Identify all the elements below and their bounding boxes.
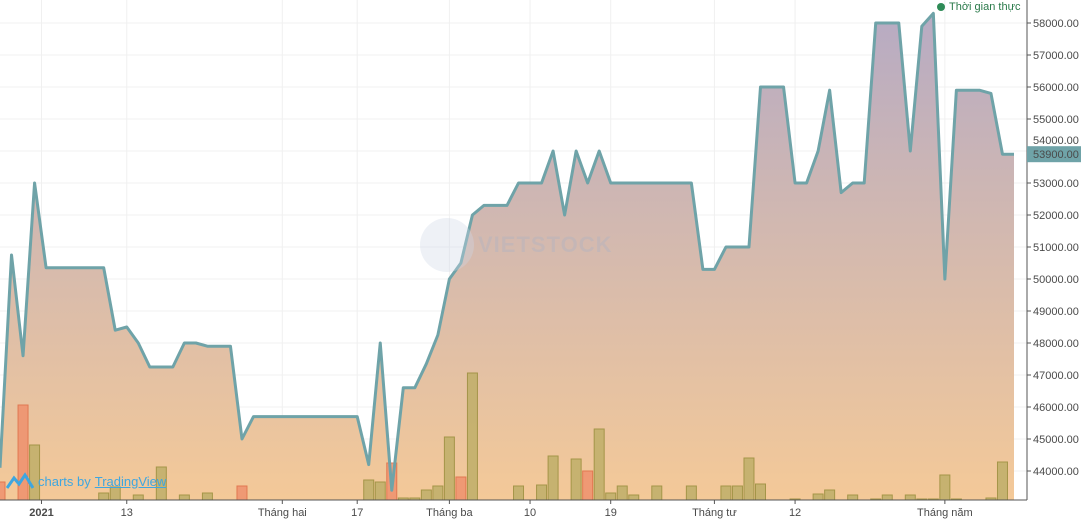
watermark-text: VIETSTOCK xyxy=(478,232,613,257)
time-tick-label: 2021 xyxy=(29,507,53,519)
last-price-label: 53900.00 xyxy=(1033,149,1079,161)
time-tick-label: Tháng năm xyxy=(917,507,973,519)
price-tick-label: 52000.00 xyxy=(1033,210,1079,222)
price-tick-label: 47000.00 xyxy=(1033,370,1079,382)
time-tick-label: 17 xyxy=(351,507,363,519)
volume-bar-up xyxy=(374,481,386,501)
volume-bar-up xyxy=(904,494,916,501)
volume-bar-up xyxy=(720,485,732,501)
volume-bar-up xyxy=(755,483,766,501)
vietstock-watermark: VIETSTOCK xyxy=(420,218,613,272)
volume-bar-up xyxy=(466,372,478,501)
volume-bar-up xyxy=(432,485,444,501)
price-axis-bg xyxy=(1027,0,1081,520)
time-tick-label: Tháng tư xyxy=(692,507,737,519)
price-tick-label: 50000.00 xyxy=(1033,274,1079,286)
credit-prefix: charts by xyxy=(38,473,91,489)
tradingview-credit[interactable]: charts by TradingView xyxy=(6,472,166,490)
volume-bar-down xyxy=(0,481,6,501)
volume-bar-up xyxy=(570,458,582,501)
volume-bar-up xyxy=(536,484,548,501)
time-tick-label: 19 xyxy=(605,507,617,519)
volume-bar-up xyxy=(685,485,697,501)
tradingview-link[interactable]: TradingView xyxy=(94,473,167,489)
tradingview-logo-icon xyxy=(6,472,34,489)
volume-bar-up xyxy=(743,457,755,501)
volume-bar-up xyxy=(605,492,617,501)
vietstock-logo-icon xyxy=(420,218,474,272)
volume-bar-up xyxy=(593,428,605,501)
legend: Thời gian thực xyxy=(937,1,1020,13)
volume-bar-up xyxy=(881,494,893,501)
price-tick-label: 55000.00 xyxy=(1033,114,1079,126)
volume-bar-up xyxy=(420,489,432,501)
volume-bar-up xyxy=(132,494,144,501)
price-tick-label: 45000.00 xyxy=(1033,434,1079,446)
legend-label: Thời gian thực xyxy=(949,1,1021,13)
volume-bar-up xyxy=(824,489,836,501)
volume-bar-up xyxy=(443,436,455,501)
price-tick-label: 44000.00 xyxy=(1033,466,1079,478)
volume-bar-up xyxy=(847,494,859,501)
volume-bar-up xyxy=(616,485,628,501)
price-axis: 44000.00 45000.00 46000.00 47000.00 48000.00… xyxy=(1026,0,1081,520)
volume-bar-up xyxy=(651,485,663,501)
price-tick-label: 53000.00 xyxy=(1033,178,1079,190)
price-tick-label: 48000.00 xyxy=(1033,338,1079,350)
price-tick-label: 58000.00 xyxy=(1033,18,1079,30)
price-tick-label: 54000.00 xyxy=(1033,135,1079,147)
volume-bar-up xyxy=(98,492,110,501)
volume-bar-up xyxy=(996,461,1008,501)
time-tick-label: 13 xyxy=(121,507,133,519)
time-tick-label: Tháng ba xyxy=(426,507,473,519)
time-tick-label: Tháng hai xyxy=(258,507,307,519)
price-tick-label: 57000.00 xyxy=(1033,50,1079,62)
volume-bar-up xyxy=(178,494,190,501)
last-price-badge xyxy=(1027,146,1081,163)
volume-bar-up xyxy=(201,492,213,501)
volume-bar-down xyxy=(582,470,594,501)
price-tick-label: 56000.00 xyxy=(1033,82,1079,94)
price-tick-label: 46000.00 xyxy=(1033,402,1079,414)
volume-bar-up xyxy=(628,494,640,501)
volume-bar-down xyxy=(455,476,467,501)
volume-bar-up xyxy=(812,493,824,501)
volume-bar-up xyxy=(731,485,743,501)
realtime-dot-icon xyxy=(937,3,945,11)
price-line xyxy=(0,11,1014,492)
volume-bar-up xyxy=(547,455,559,501)
volume-bar-down xyxy=(236,485,248,501)
volume-bar-up xyxy=(363,479,375,501)
price-tick-label: 49000.00 xyxy=(1033,306,1079,318)
time-axis: 2021 13 Tháng hai 17 Tháng ba 10 19 Tháng tư 12 T… xyxy=(0,499,1027,519)
price-area-fill xyxy=(0,13,1014,501)
time-tick-label: 12 xyxy=(789,507,801,519)
volume-bar-up xyxy=(939,474,951,501)
time-tick-label: 10 xyxy=(524,507,536,519)
volume-bar-up xyxy=(513,485,525,501)
price-tick-label: 51000.00 xyxy=(1033,242,1079,254)
price-area xyxy=(0,13,1014,501)
price-line-path xyxy=(0,11,1014,492)
